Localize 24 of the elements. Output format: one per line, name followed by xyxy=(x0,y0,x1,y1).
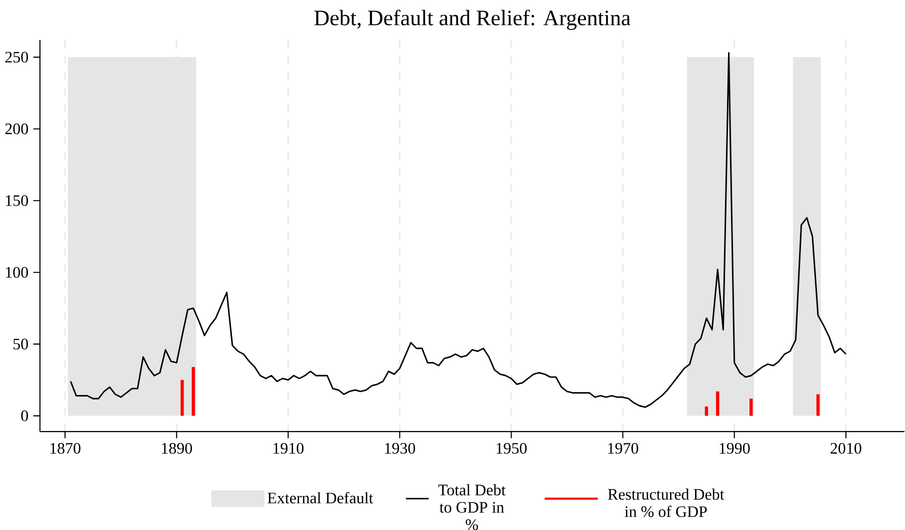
y-tick-label: 250 xyxy=(5,52,28,62)
y-tick-label: 150 xyxy=(6,195,28,206)
legend-label: Total Debt to GDP in % xyxy=(438,484,506,530)
y-tick-label: 200 xyxy=(5,123,28,134)
bar xyxy=(180,380,184,416)
y-tick-label: 0 xyxy=(21,410,28,422)
chart-title: Debt, Default and Relief: Argentina xyxy=(314,10,630,30)
x-tick-label: 1910 xyxy=(274,442,304,454)
y-tick-label: 50 xyxy=(14,338,28,350)
x-tick-label: 2010 xyxy=(830,442,862,454)
bar xyxy=(816,394,820,416)
bar xyxy=(704,406,708,416)
x-tick-label: 1950 xyxy=(496,442,527,454)
x-tick-label: 1990 xyxy=(720,442,750,454)
legend-label: External Default xyxy=(268,492,374,504)
legend-label: Restructured Debt in % of GDP xyxy=(608,488,724,518)
x-tick-label: 1890 xyxy=(162,442,192,454)
bar xyxy=(192,366,195,416)
x-tick-label: 1870 xyxy=(50,442,80,454)
bar xyxy=(750,398,753,416)
bar xyxy=(716,391,720,416)
x-tick-label: 1930 xyxy=(385,442,416,454)
y-tick-label: 100 xyxy=(6,266,28,278)
x-tick-label: 1970 xyxy=(608,442,638,454)
